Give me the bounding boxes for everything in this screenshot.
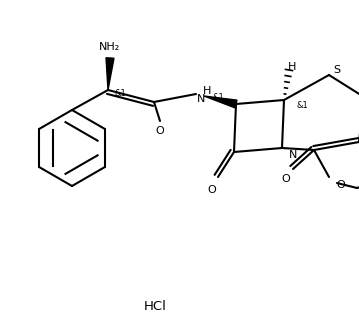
Text: O: O <box>155 126 164 136</box>
Text: H: H <box>203 86 211 96</box>
Text: HCl: HCl <box>144 299 167 313</box>
Text: S: S <box>334 65 341 75</box>
Text: N: N <box>289 150 297 160</box>
Text: &1: &1 <box>212 93 224 102</box>
Text: H: H <box>288 62 296 72</box>
Text: NH₂: NH₂ <box>99 42 121 52</box>
Text: N: N <box>197 94 205 104</box>
Polygon shape <box>106 58 114 90</box>
Text: O: O <box>281 174 290 184</box>
Text: &1: &1 <box>296 100 308 110</box>
Polygon shape <box>204 96 237 108</box>
Text: O: O <box>336 180 345 190</box>
Text: &1: &1 <box>114 90 126 98</box>
Text: O: O <box>208 185 216 195</box>
